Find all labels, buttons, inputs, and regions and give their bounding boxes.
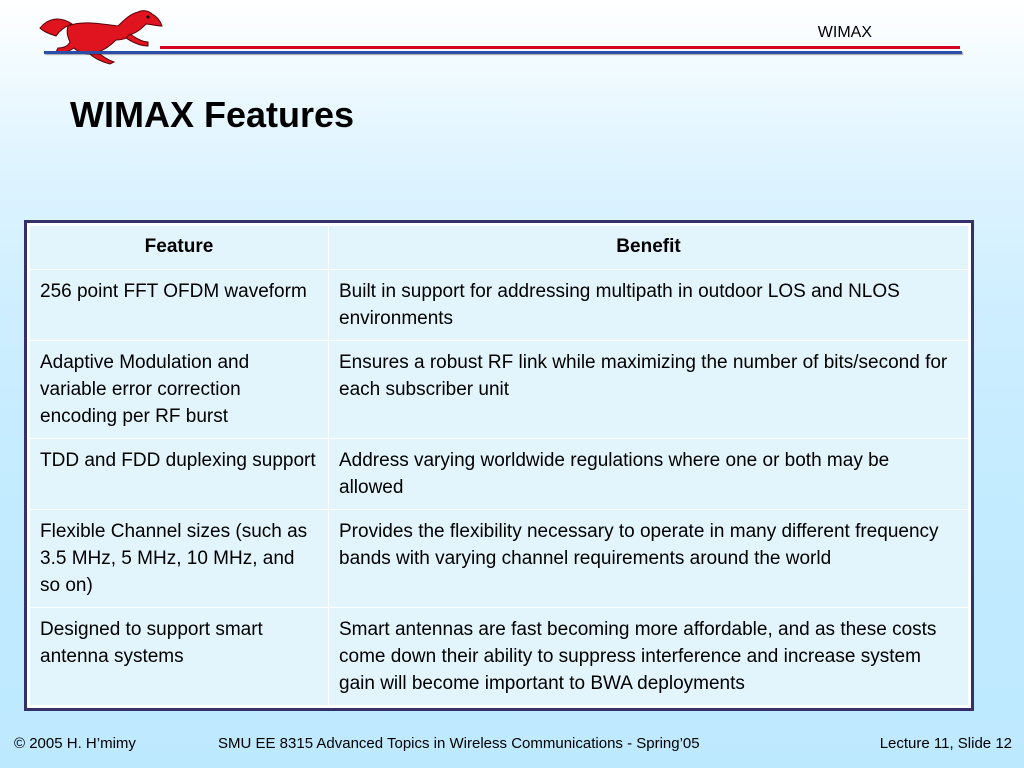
footer-slide-ref: Lecture 11, Slide 12 — [880, 735, 1012, 752]
column-header-feature: Feature — [30, 226, 329, 270]
header-title: WIMAX — [818, 24, 872, 42]
feature-cell: 256 point FFT OFDM waveform — [30, 270, 329, 341]
feature-table: Feature Benefit 256 point FFT OFDM wavef… — [29, 225, 969, 706]
slide-title: WIMAX Features — [70, 94, 354, 136]
mustang-icon — [38, 6, 166, 66]
table-row: 256 point FFT OFDM waveform Built in sup… — [30, 270, 969, 341]
benefit-cell: Smart antennas are fast becoming more af… — [329, 608, 969, 706]
feature-cell: TDD and FDD duplexing support — [30, 439, 329, 510]
table-row: Adaptive Modulation and variable error c… — [30, 341, 969, 439]
feature-table-frame: Feature Benefit 256 point FFT OFDM wavef… — [24, 220, 974, 711]
header-rule-blue — [44, 51, 962, 54]
footer-course: SMU EE 8315 Advanced Topics in Wireless … — [218, 735, 700, 752]
feature-cell: Adaptive Modulation and variable error c… — [30, 341, 329, 439]
column-header-benefit: Benefit — [329, 226, 969, 270]
benefit-cell: Provides the flexibility necessary to op… — [329, 510, 969, 608]
feature-cell: Designed to support smart antenna system… — [30, 608, 329, 706]
benefit-cell: Ensures a robust RF link while maximizin… — [329, 341, 969, 439]
table-row: Flexible Channel sizes (such as 3.5 MHz,… — [30, 510, 969, 608]
benefit-cell: Built in support for addressing multipat… — [329, 270, 969, 341]
logo — [38, 6, 166, 66]
table-row: Designed to support smart antenna system… — [30, 608, 969, 706]
header-rule-red — [160, 46, 960, 49]
benefit-cell: Address varying worldwide regulations wh… — [329, 439, 969, 510]
table-header-row: Feature Benefit — [30, 226, 969, 270]
feature-cell: Flexible Channel sizes (such as 3.5 MHz,… — [30, 510, 329, 608]
table-row: TDD and FDD duplexing support Address va… — [30, 439, 969, 510]
footer-copyright: © 2005 H. H’mimy — [14, 735, 136, 752]
